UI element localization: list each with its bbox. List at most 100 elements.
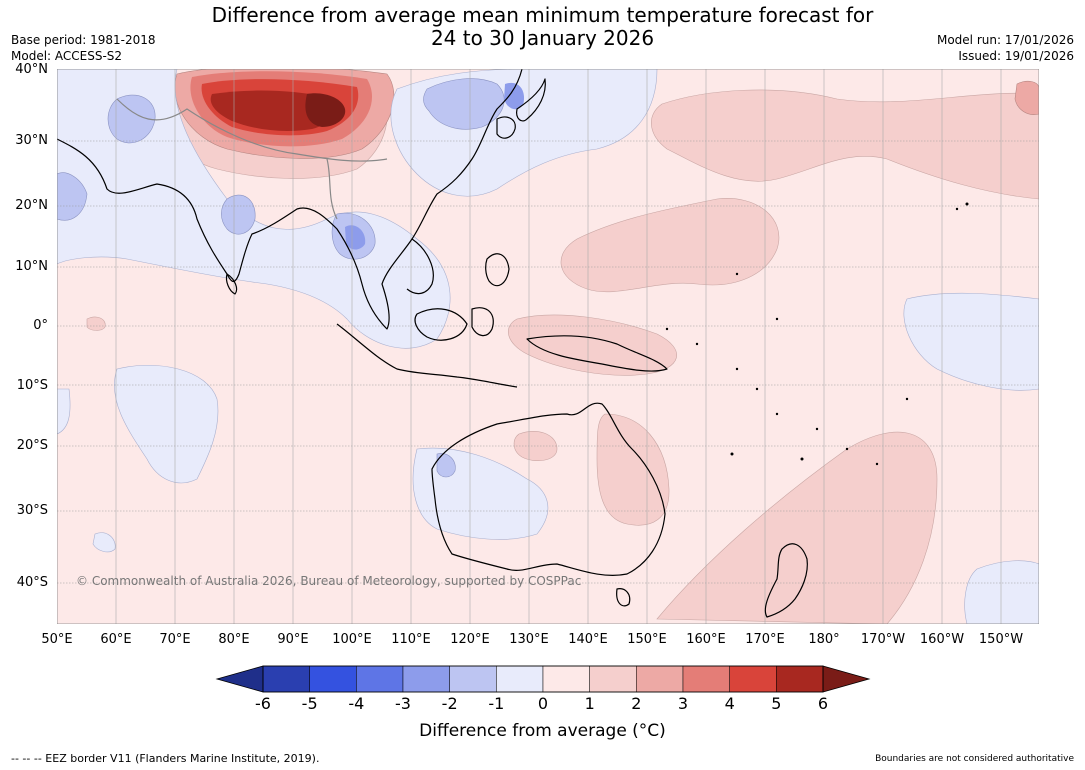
cool-patch-korea [423,78,505,130]
korea-coastline [496,116,516,139]
colorbar-cell [682,665,730,693]
cool-patch-central-pacific [903,292,1039,391]
colorbar-cell [449,665,497,693]
warm-core-inner [210,90,335,132]
new-zealand-coastline [764,543,808,618]
tasmania-coastline [616,588,631,607]
copyright-notice: © Commonwealth of Australia 2026, Bureau… [76,574,582,588]
colorbar-tick-label: 6 [817,694,829,713]
lat-label-30n: 30°N [15,133,48,148]
colorbar-label: Difference from average (°C) [419,721,666,741]
cool-patch-south-west [92,532,116,553]
lon-label-70e: 70°E [159,632,191,647]
boundaries-disclaimer: Boundaries are not considered authoritat… [875,754,1074,764]
model-run: Model run: 17/01/2026 [936,33,1074,47]
colorbar-over-arrow [822,665,871,693]
colorbar-tick-label: -5 [301,694,318,713]
title-line-1: Difference from average mean minimum tem… [211,3,874,27]
lon-label-160e: 160°E [686,632,726,647]
cool-core-thailand [345,225,366,250]
lon-label-110e: 110°E [391,632,431,647]
borneo-coastline [414,308,468,341]
warm-anomaly-over-6 [305,93,346,127]
colorbar-tick-label: 2 [631,694,642,713]
colorbar-cell [542,665,590,693]
country-borders [116,98,388,220]
lat-label-30s: 30°S [16,503,48,518]
asia-coastline [57,69,523,330]
lon-label-160w: 160°W [919,632,965,647]
philippines-coastline [485,253,510,287]
sri-lanka-coastline [225,273,238,295]
warm-patch-arafura [513,430,558,462]
colorbar-tick-label: -4 [348,694,365,713]
central-asia-border [116,98,388,162]
pacific-islands [665,202,969,466]
cool-patch-pilbara [436,453,456,478]
colorbar-tick-label: 0 [537,694,549,713]
indochina-coastline [406,238,434,295]
coastlines [57,69,808,618]
cool-patch-south-pacific [964,560,1039,624]
cool-patch-arabia [57,172,88,221]
cool-patch-south-indian [114,364,219,484]
meridians [57,69,1002,624]
lon-label-90e: 90°E [277,632,309,647]
colorbar-tick-label: -2 [441,694,458,713]
myanmar-border [326,158,338,220]
warm-patch-hawaii [1014,80,1039,115]
colorbar-cell [402,665,450,693]
colorbar-tick-label: -1 [488,694,505,713]
lon-label-130e: 130°E [509,632,549,647]
colorbar-tick-label: -3 [395,694,411,713]
warm-anomaly-5-6 [210,90,335,132]
colorbar [215,665,871,693]
japan-coastline [516,78,546,122]
colorbar-tick-label: 3 [677,694,689,713]
lon-label-120e: 120°E [450,632,490,647]
issued-date: Issued: 19/01/2026 [958,49,1074,63]
warm-patch-east-australia [596,413,670,526]
colorbar-tick-label: 5 [771,694,782,713]
lon-label-140e: 140°E [568,632,608,647]
cool-core-korea [504,82,525,110]
warm-patch-west-pacific [560,198,780,293]
colorbar-cells [262,665,824,693]
lon-label-170e: 170°E [745,632,785,647]
cool-patch-bengal [221,194,256,235]
colorbar-cell [496,665,544,693]
title-line-2: 24 to 30 January 2026 [430,26,655,50]
cool-anomaly-3-2 [345,82,525,250]
lon-label-50e: 50°E [41,632,73,647]
new-guinea-coastline [526,335,668,372]
colorbar-tick-label: 1 [584,694,595,713]
lon-label-170w: 170°W [860,632,906,647]
warm-patch-tasman [656,431,938,624]
lon-label-150e: 150°E [627,632,667,647]
lat-label-40s: 40°S [16,575,48,590]
lon-label-150w: 150°W [978,632,1024,647]
forecast-map [57,69,1039,624]
colorbar-under-arrow [215,665,264,693]
lat-label-10n: 10°N [15,259,48,274]
sumatra-java-coastline [336,323,518,388]
colorbar-tick-label: 4 [724,694,735,713]
lat-label-0: 0° [33,318,48,333]
lon-label-100e: 100°E [332,632,372,647]
meta-left: Base period: 1981-2018 Model: ACCESS-S2 [11,32,156,64]
colorbar-cell [636,665,684,693]
cool-patch-iran [107,94,156,144]
model-name: Model: ACCESS-S2 [11,49,123,63]
colorbar-cell [729,665,777,693]
lon-label-180: 180° [808,632,840,647]
colorbar-cell [356,665,404,693]
base-period: Base period: 1981-2018 [11,33,156,47]
warm-patch-maritime [508,314,677,376]
meta-right: Model run: 17/01/2026 Issued: 19/01/2026 [937,32,1074,64]
colorbar-frame [262,665,824,693]
cool-anomaly-2-1 [57,78,505,478]
colorbar-cell [309,665,357,693]
colorbar-cell [262,665,310,693]
map-title: Difference from average mean minimum tem… [0,4,1085,50]
lon-label-80e: 80°E [218,632,250,647]
